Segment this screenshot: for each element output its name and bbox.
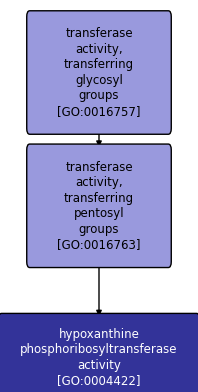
FancyBboxPatch shape [27,11,171,134]
FancyBboxPatch shape [27,144,171,267]
Text: transferase
activity,
transferring
glycosyl
groups
[GO:0016757]: transferase activity, transferring glyco… [57,27,141,118]
Text: hypoxanthine
phosphoribosyltransferase
activity
[GO:0004422]: hypoxanthine phosphoribosyltransferase a… [20,328,178,387]
FancyBboxPatch shape [0,314,198,392]
Text: transferase
activity,
transferring
pentosyl
groups
[GO:0016763]: transferase activity, transferring pento… [57,161,141,251]
